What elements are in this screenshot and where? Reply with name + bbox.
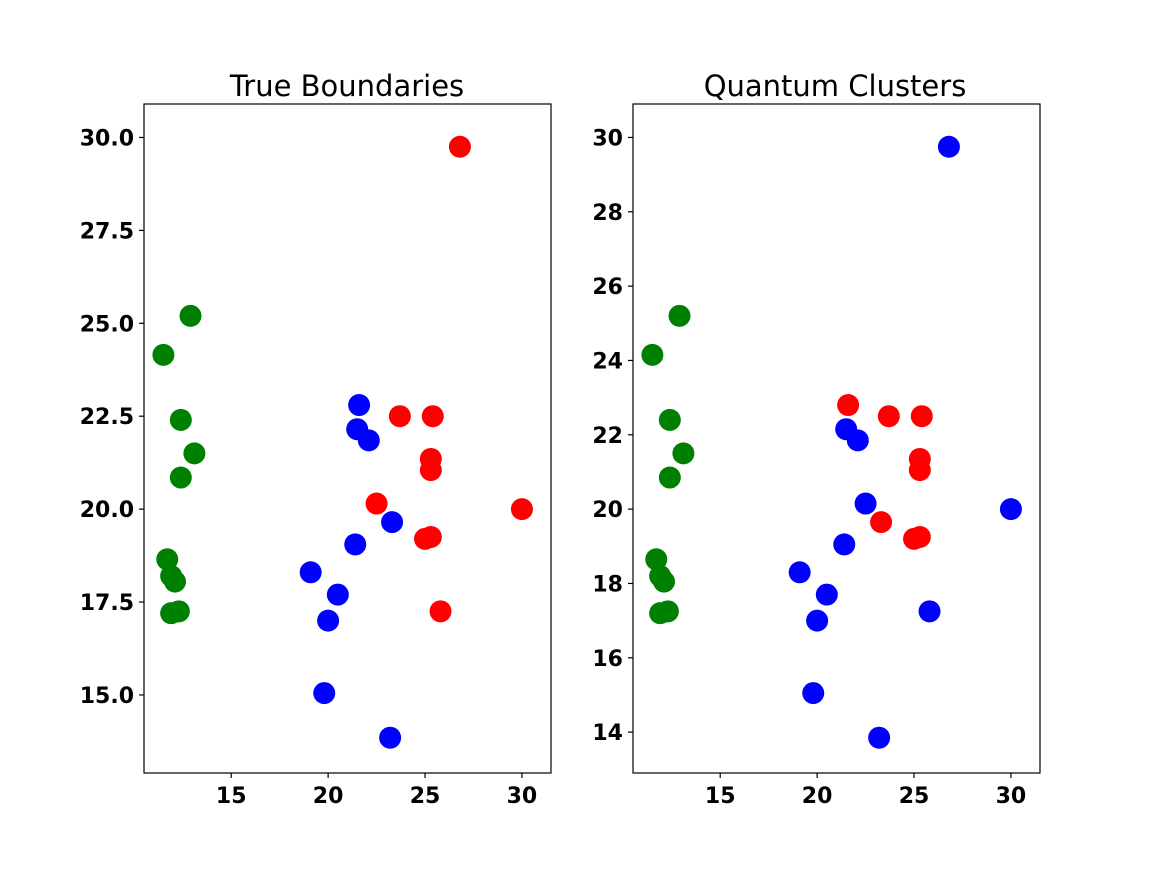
- y-tick-label: 30: [592, 126, 623, 151]
- scatter-points: [152, 135, 533, 749]
- plot-frame: [143, 103, 552, 774]
- x-tick-label: 15: [216, 784, 247, 809]
- red-point: [908, 525, 931, 548]
- y-tick-label: 17.5: [80, 591, 134, 616]
- red-point: [419, 459, 442, 482]
- blue-point: [868, 726, 891, 749]
- red-point: [365, 492, 388, 515]
- blue-point: [937, 135, 960, 158]
- green-point: [179, 304, 202, 327]
- green-point: [653, 570, 676, 593]
- green-point: [668, 304, 691, 327]
- y-tick-label: 15.0: [80, 684, 134, 709]
- blue-point: [918, 600, 941, 623]
- blue-point: [815, 583, 838, 606]
- panel-quantum-clusters: Quantum Clusters 15 20 25 30 14 16 18 20 22 24 26 2…: [592, 69, 1041, 809]
- axis-ticks: 15 20 25 30 15.0 17.5 20.0 22.5 25.0 27.5 30.0: [80, 126, 538, 809]
- red-point: [419, 525, 442, 548]
- blue-point: [344, 533, 367, 556]
- y-tick-label: 16: [592, 647, 623, 672]
- x-tick-label: 25: [899, 784, 930, 809]
- y-tick-label: 28: [592, 201, 623, 226]
- x-tick-label: 25: [410, 784, 441, 809]
- x-tick-label: 30: [996, 784, 1027, 809]
- blue-point: [999, 498, 1022, 521]
- scatter-points: [641, 135, 1022, 749]
- blue-point: [846, 429, 869, 452]
- panel-true-boundaries: True Boundaries 15 20 25 30 15.0 17.5 20.0 22.5…: [80, 69, 552, 809]
- x-tick-label: 20: [313, 784, 344, 809]
- green-point: [183, 442, 206, 465]
- y-tick-label: 30.0: [80, 126, 134, 151]
- blue-point: [806, 609, 829, 632]
- blue-point: [313, 682, 336, 705]
- green-point: [656, 600, 679, 623]
- red-point: [908, 459, 931, 482]
- green-point: [645, 548, 668, 571]
- blue-point: [326, 583, 349, 606]
- y-tick-label: 18: [592, 572, 623, 597]
- green-point: [169, 408, 192, 431]
- green-point: [164, 570, 187, 593]
- red-point: [910, 405, 933, 428]
- blue-point: [802, 682, 825, 705]
- chart-title: Quantum Clusters: [704, 69, 967, 103]
- y-tick-label: 26: [592, 275, 623, 300]
- red-point: [421, 405, 444, 428]
- green-point: [152, 343, 175, 366]
- red-point: [429, 600, 452, 623]
- green-point: [672, 442, 695, 465]
- y-tick-label: 20: [592, 498, 623, 523]
- red-point: [837, 394, 860, 417]
- green-point: [167, 600, 190, 623]
- blue-point: [381, 511, 404, 534]
- blue-point: [348, 394, 371, 417]
- y-tick-label: 25.0: [80, 312, 134, 337]
- red-point: [870, 511, 893, 534]
- x-tick-label: 20: [802, 784, 833, 809]
- y-tick-label: 14: [592, 721, 623, 746]
- y-tick-label: 24: [592, 349, 623, 374]
- blue-point: [379, 726, 402, 749]
- y-tick-label: 22.5: [80, 405, 134, 430]
- green-point: [658, 408, 681, 431]
- y-tick-label: 20.0: [80, 498, 134, 523]
- blue-point: [833, 533, 856, 556]
- red-point: [448, 135, 471, 158]
- green-point: [169, 466, 192, 489]
- green-point: [641, 343, 664, 366]
- red-point: [877, 405, 900, 428]
- x-tick-label: 15: [705, 784, 736, 809]
- blue-point: [854, 492, 877, 515]
- red-point: [510, 498, 533, 521]
- x-tick-label: 30: [507, 784, 538, 809]
- axis-ticks: 15 20 25 30 14 16 18 20 22 24 26 28 30: [592, 126, 1026, 809]
- green-point: [156, 548, 179, 571]
- blue-point: [357, 429, 380, 452]
- plot-frame: [632, 103, 1041, 774]
- blue-point: [299, 561, 322, 584]
- blue-point: [788, 561, 811, 584]
- y-tick-label: 22: [592, 424, 623, 449]
- red-point: [388, 405, 411, 428]
- chart-title: True Boundaries: [229, 69, 464, 103]
- blue-point: [317, 609, 340, 632]
- green-point: [658, 466, 681, 489]
- y-tick-label: 27.5: [80, 219, 134, 244]
